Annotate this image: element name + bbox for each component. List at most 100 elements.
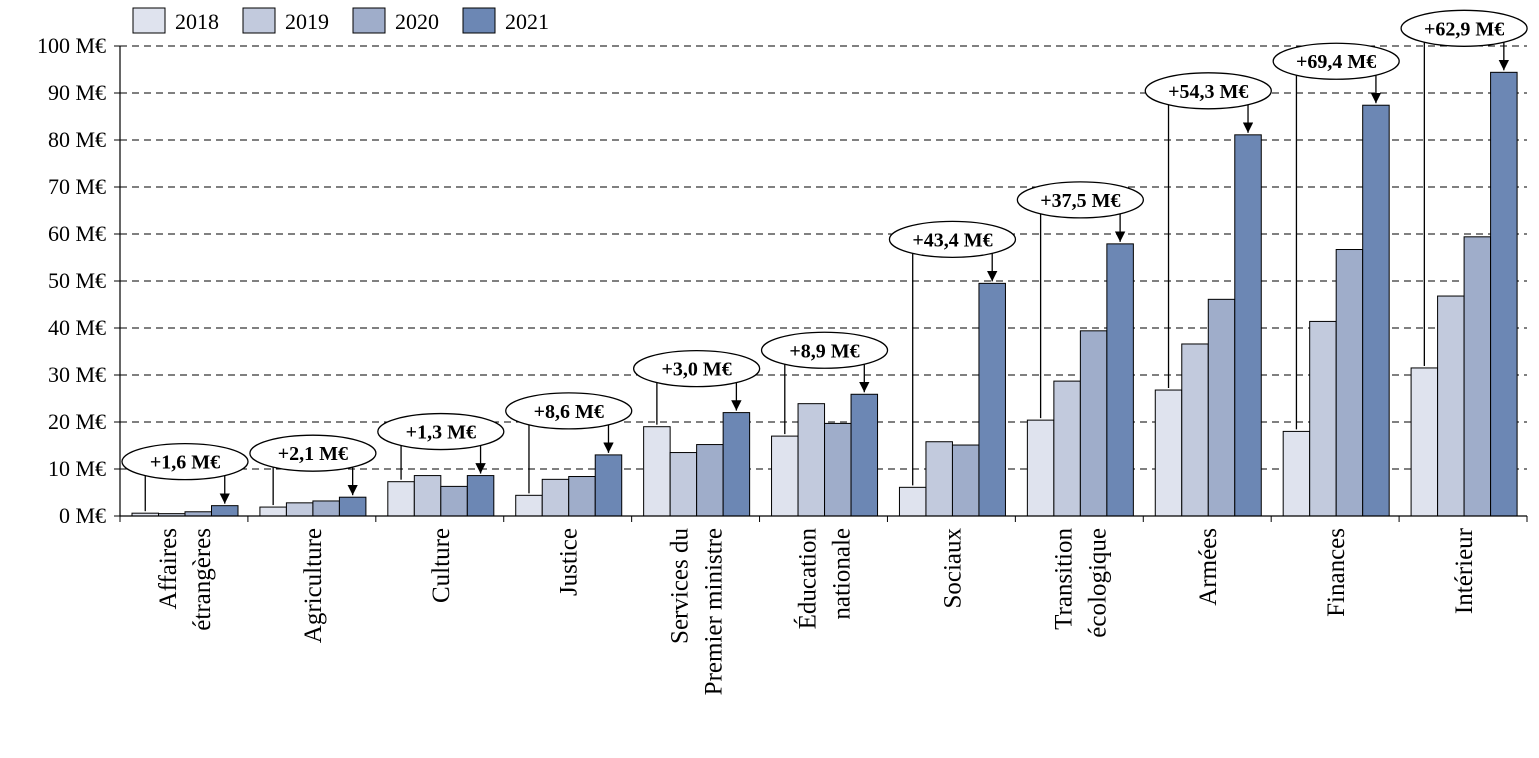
category-label-line: Éducation: [794, 528, 822, 630]
bar: [1234, 134, 1262, 517]
bar: [312, 500, 340, 517]
y-tick-label: 60 M€: [48, 221, 106, 246]
annotation-label: +1,3 M€: [406, 422, 476, 444]
category-label-line: Sociaux: [939, 528, 966, 609]
y-axis-ticks: 0 M€ 10 M€ 20 M€ 30 M€ 40 M€ 50 M€ 60 M€ 70 M€ 8…: [37, 33, 120, 528]
bar: [1437, 295, 1465, 517]
annotation-ellipse: [249, 434, 377, 472]
legend-label: 2018: [175, 9, 219, 34]
gridlines: [120, 45, 1527, 470]
bar: [1335, 249, 1364, 517]
legend-label: 2020: [395, 9, 439, 34]
annotation-ellipse: [632, 349, 761, 388]
bar: [696, 444, 724, 517]
bar: [387, 481, 415, 517]
bar: [850, 393, 879, 517]
bar: [1410, 367, 1439, 517]
legend: 2018 2019 2020 2021: [132, 7, 549, 34]
bar: [771, 435, 799, 517]
bars: [131, 71, 1518, 517]
annotation-ellipse: [1400, 9, 1528, 47]
y-tick-label: 30 M€: [48, 362, 106, 387]
category-label-line: écologique: [1084, 528, 1111, 638]
annotation-label: +3,0 M€: [661, 359, 731, 381]
category-label-line: nationale: [829, 528, 856, 620]
bar: [722, 412, 751, 517]
annotation-label: +54,3 M€: [1168, 81, 1248, 103]
y-tick-label: 10 M€: [48, 456, 106, 481]
category-label: Sociaux: [939, 528, 966, 609]
bar: [898, 486, 927, 517]
annotation-ellipse: [1144, 72, 1272, 110]
bar: [978, 282, 1006, 517]
legend-swatch: [462, 7, 496, 34]
bar: [1463, 236, 1492, 517]
axes: [119, 46, 1528, 522]
category-label: Finances: [1323, 528, 1350, 617]
category-label-line: Transition: [1050, 528, 1077, 630]
bar: [1106, 243, 1134, 517]
bar: [440, 485, 468, 517]
category-labels: Affaires étrangères Agriculture Culture Just…: [155, 527, 1478, 695]
annotation-label: +69,4 M€: [1296, 51, 1376, 73]
category-label: Transition écologique: [1050, 528, 1111, 638]
bar: [925, 441, 953, 517]
bar: [951, 444, 980, 517]
bar: [338, 496, 367, 517]
legend-label: 2019: [285, 9, 329, 34]
bar: [1026, 419, 1055, 517]
y-tick-label: 90 M€: [48, 80, 106, 105]
bar: [824, 422, 852, 517]
y-tick-label: 70 M€: [48, 174, 106, 199]
bar: [797, 403, 826, 517]
annotation-ellipse: [121, 443, 249, 481]
bar: [285, 502, 314, 517]
legend-swatch: [132, 7, 166, 34]
annotations: +1,6 M€ +2,1 M€ +1,3 M€ +8,6 M€ +3,0 M€ +8,9 …: [121, 9, 1528, 512]
category-label: Services du Premier ministre: [667, 528, 728, 696]
legend-swatch: [242, 7, 276, 34]
category-label-line: Finances: [1323, 528, 1350, 617]
category-label: Éducation nationale: [794, 528, 856, 630]
bar: [1490, 71, 1518, 517]
annotation-label: +37,5 M€: [1040, 190, 1120, 212]
category-label-line: étrangères: [189, 528, 216, 631]
annotation-ellipse: [888, 220, 1017, 259]
annotation-ellipse: [1272, 42, 1400, 80]
legend-label: 2021: [505, 9, 549, 34]
category-label-line: Armées: [1195, 528, 1222, 606]
y-tick-label: 0 M€: [59, 503, 106, 528]
bar: [1053, 380, 1081, 517]
legend-swatch: [352, 7, 386, 34]
bar: [1362, 104, 1390, 517]
category-label-line: Intérieur: [1451, 527, 1478, 614]
annotation-label: +2,1 M€: [278, 443, 348, 465]
annotation-ellipse: [505, 392, 633, 430]
y-tick-label: 20 M€: [48, 409, 106, 434]
category-label: Agriculture: [300, 528, 327, 643]
bar: [1079, 330, 1108, 517]
category-label: Armées: [1195, 528, 1222, 606]
bar: [1181, 343, 1209, 517]
bar: [568, 476, 596, 517]
category-label-line: Premier ministre: [701, 528, 728, 695]
y-tick-label: 50 M€: [48, 268, 106, 293]
bar: [541, 478, 570, 517]
category-label: Intérieur: [1451, 527, 1478, 614]
bar: [669, 452, 698, 517]
category-label: Culture: [428, 528, 455, 603]
annotation-label: +1,6 M€: [150, 452, 220, 474]
bar: [413, 475, 442, 517]
annotation-label: +62,9 M€: [1424, 18, 1504, 40]
bar: [466, 475, 495, 517]
annotation-label: +8,9 M€: [789, 340, 859, 362]
bar: [211, 505, 239, 517]
category-label: Affaires étrangères: [155, 528, 216, 631]
bar: [1282, 430, 1311, 517]
annotation-label: +43,4 M€: [912, 229, 992, 251]
bar: [1207, 298, 1236, 517]
bar: [184, 511, 212, 517]
bar: [643, 426, 671, 517]
bar: [594, 454, 623, 517]
